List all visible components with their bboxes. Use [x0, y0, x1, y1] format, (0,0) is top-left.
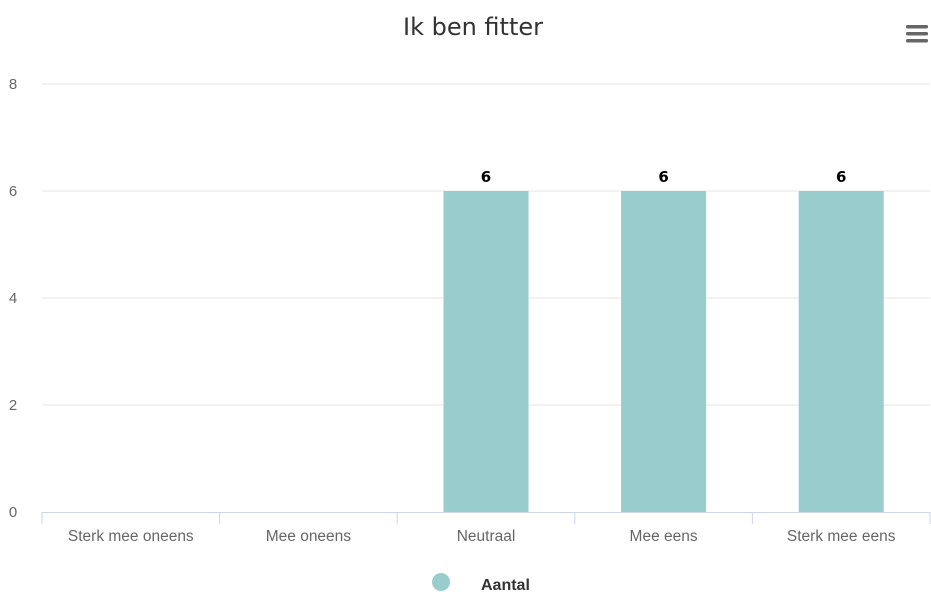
data-label-3: 6: [481, 168, 491, 186]
y-tick-label-0: 0: [9, 504, 17, 521]
x-tick-label-2: Mee oneens: [266, 528, 352, 545]
data-labels: 6 6 6: [481, 168, 847, 186]
data-label-5: 6: [836, 168, 846, 186]
legend-label-aantal[interactable]: Aantal: [481, 577, 530, 594]
bar-5[interactable]: [798, 191, 884, 512]
legend[interactable]: Aantal: [432, 573, 530, 594]
hamburger-menu-icon[interactable]: [904, 23, 930, 45]
legend-marker: [432, 573, 450, 591]
x-tick-label-5: Sterk mee eens: [787, 528, 896, 545]
y-tick-label-6: 6: [9, 183, 17, 200]
bar-series: [443, 191, 884, 512]
x-tick-label-4: Mee eens: [630, 528, 698, 545]
y-axis-ticks: 0 2 4 6 8: [9, 76, 17, 521]
chart-title: Ik ben fitter: [403, 13, 543, 41]
y-tick-label-2: 2: [9, 397, 17, 414]
bar-3[interactable]: [443, 191, 529, 512]
y-tick-label-4: 4: [9, 290, 17, 307]
y-tick-label-8: 8: [9, 76, 17, 93]
data-label-4: 6: [658, 168, 668, 186]
x-tick-label-3: Neutraal: [457, 528, 516, 545]
bar-4[interactable]: [621, 191, 707, 512]
x-axis: Sterk mee oneens Mee oneens Neutraal Mee ee…: [41, 512, 931, 545]
x-tick-label-1: Sterk mee oneens: [68, 528, 194, 545]
